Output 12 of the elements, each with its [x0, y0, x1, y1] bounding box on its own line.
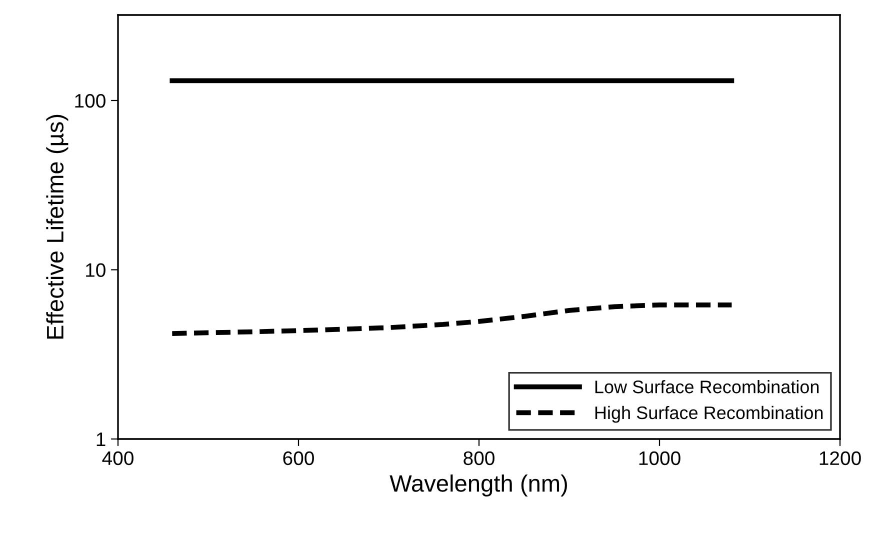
x-tick-label: 400 — [102, 451, 134, 466]
y-axis-title: Effective Lifetime (µs) — [46, 114, 68, 339]
legend-label: Low Surface Recombination — [595, 380, 819, 394]
x-tick-label: 600 — [283, 451, 314, 466]
x-tick-label: 1200 — [820, 451, 861, 466]
x-tick-label: 1000 — [639, 451, 680, 466]
legend-label: High Surface Recombination — [595, 406, 823, 423]
x-tick-label: 800 — [464, 451, 494, 466]
x-axis-title: Wavelength (nm) — [390, 474, 567, 496]
y-tick-label: 1 — [96, 432, 106, 446]
y-tick-label: 100 — [75, 94, 106, 108]
y-tick-label: 10 — [86, 263, 106, 277]
